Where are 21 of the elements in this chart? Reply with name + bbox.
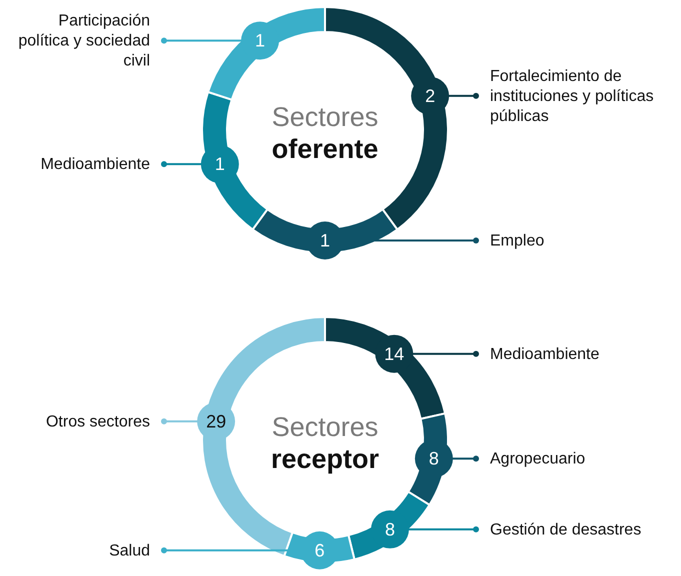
- slice-label: Otros sectores: [46, 413, 150, 430]
- legend-label: Medioambiente: [490, 346, 600, 363]
- text: oferente: [272, 134, 378, 164]
- slice-label: Participación política y sociedad civil: [18, 12, 150, 70]
- slice-label: Medioambiente: [40, 156, 150, 174]
- legend-label: Empleo: [490, 232, 544, 250]
- data-label: 1: [255, 30, 266, 51]
- data-label: 8: [384, 519, 395, 540]
- data-label: 8: [428, 448, 439, 469]
- data-label: 14: [384, 344, 404, 364]
- legend-label: Gestión de desastres: [490, 521, 642, 538]
- text: Sectores: [272, 102, 378, 132]
- text: Sectores: [272, 412, 378, 442]
- data-label: 1: [320, 230, 330, 250]
- legend-label: Agropecuario: [490, 450, 586, 468]
- data-label: 1: [214, 154, 225, 174]
- text: receptor: [270, 444, 380, 474]
- legend-label: Fortalecimiento de instituciones y políticas públicas: [490, 68, 654, 125]
- data-label: 29: [206, 411, 226, 432]
- slice-label: Salud: [109, 542, 150, 560]
- data-label: 2: [425, 86, 436, 106]
